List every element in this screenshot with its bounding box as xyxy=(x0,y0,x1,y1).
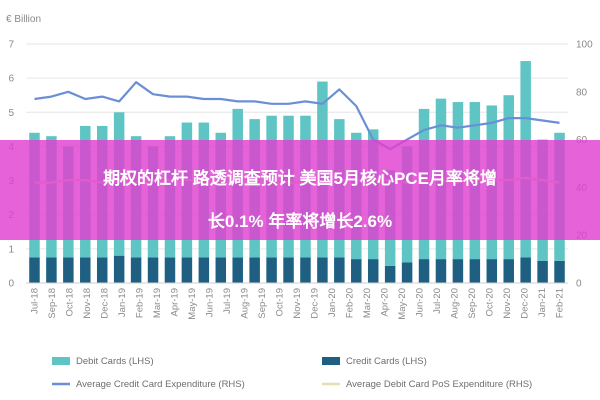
x-axis-tick-label: Dec-19 xyxy=(309,288,320,319)
legend-label: Average Debit Card PoS Expenditure (RHS) xyxy=(346,379,532,390)
legend-label: Credit Cards (LHS) xyxy=(346,356,427,367)
credit-card-bar xyxy=(537,260,548,283)
legend-swatch xyxy=(322,357,340,365)
x-axis-tick-label: Nov-19 xyxy=(292,288,303,319)
credit-card-bar xyxy=(164,257,176,283)
legend-label: Debit Cards (LHS) xyxy=(76,356,154,367)
x-axis-tick-label: Sep-18 xyxy=(47,288,58,319)
x-axis-tick-label: Jan-19 xyxy=(117,288,128,317)
right-axis-tick-label: 0 xyxy=(576,279,582,290)
overlay-band xyxy=(0,140,600,240)
x-axis-tick-label: Jul-20 xyxy=(432,288,443,314)
credit-card-bar xyxy=(486,259,498,283)
x-axis-tick-label: Apr-19 xyxy=(170,288,181,317)
x-axis-tick-label: Oct-18 xyxy=(65,288,76,317)
credit-card-bar xyxy=(367,259,379,283)
legend-swatch xyxy=(52,357,70,365)
left-axis-unit-label: € Billion xyxy=(6,14,41,25)
right-axis-tick-label: 80 xyxy=(576,87,588,98)
headline-overlay: 期权的杠杆 路透调查预计 美国5月核心PCE月率将增 长0.1% 年率将增长2.… xyxy=(0,140,600,240)
axes: 01234567020406080100Jul-18Sep-18Oct-18No… xyxy=(8,40,593,320)
credit-card-bar xyxy=(46,257,57,283)
x-axis-tick-label: Dec-18 xyxy=(100,288,111,319)
x-axis-tick-label: Oct-20 xyxy=(484,288,495,317)
credit-card-bar xyxy=(384,265,396,283)
avg-credit-card-expenditure-line xyxy=(34,81,560,151)
x-axis-tick-label: Oct-19 xyxy=(275,288,286,317)
x-axis-tick-label: Jun-20 xyxy=(414,288,425,317)
credit-card-bar xyxy=(300,257,311,283)
x-axis-tick-label: Sep-20 xyxy=(467,288,478,319)
x-axis-tick-label: Feb-19 xyxy=(135,288,146,318)
credit-card-bar xyxy=(334,257,345,283)
credit-card-bar xyxy=(554,260,565,283)
x-axis-tick-label: Feb-20 xyxy=(344,288,355,318)
x-axis-tick-label: Mar-19 xyxy=(152,288,163,318)
x-axis-tick-label: Apr-20 xyxy=(379,288,390,317)
x-axis-tick-label: Dec-20 xyxy=(519,288,530,319)
left-axis-tick-label: 7 xyxy=(8,40,14,51)
credit-card-bar xyxy=(418,259,430,283)
x-axis-tick-label: May-19 xyxy=(187,288,198,320)
credit-card-bar xyxy=(452,259,464,283)
credit-card-bar xyxy=(266,257,277,283)
legend: Debit Cards (LHS) Credit Cards (LHS) Avera… xyxy=(52,356,532,390)
credit-card-bar xyxy=(317,257,328,283)
x-axis-tick-label: Sep-19 xyxy=(257,288,268,319)
right-axis-tick-label: 100 xyxy=(576,40,593,51)
credit-card-bar xyxy=(63,257,74,283)
x-axis-tick-label: Mar-20 xyxy=(362,288,373,318)
credit-card-bar xyxy=(351,259,362,283)
credit-card-bar xyxy=(469,259,481,283)
credit-card-bar xyxy=(80,257,91,283)
x-axis-tick-label: Jan-20 xyxy=(327,288,338,317)
credit-card-bar xyxy=(181,257,193,283)
x-axis-tick-label: Jun-19 xyxy=(205,288,216,317)
credit-card-bar xyxy=(283,257,294,283)
x-axis-tick-label: Nov-20 xyxy=(502,288,513,319)
credit-card-bar xyxy=(232,257,243,283)
x-axis-tick-label: Aug-20 xyxy=(449,288,460,319)
credit-card-bar xyxy=(249,257,260,283)
left-axis-tick-label: 6 xyxy=(8,74,14,85)
credit-card-bar xyxy=(520,257,531,283)
x-axis-tick-label: Jan-21 xyxy=(537,288,548,317)
credit-card-bar xyxy=(96,257,108,283)
x-axis-tick-label: Jul-18 xyxy=(30,288,41,314)
credit-card-bar xyxy=(435,259,447,283)
x-axis-tick-label: Feb-21 xyxy=(554,288,565,318)
credit-card-bar xyxy=(130,257,142,283)
credit-card-bar xyxy=(29,257,40,283)
credit-card-bar xyxy=(401,262,413,283)
left-axis-tick-label: 5 xyxy=(8,108,14,119)
overlay-line-2: 长0.1% 年率将增长2.6% xyxy=(208,211,392,231)
credit-card-bar xyxy=(215,257,227,283)
x-axis-tick-label: Jul-19 xyxy=(222,288,233,314)
x-axis-tick-label: May-20 xyxy=(397,288,408,320)
credit-card-bar xyxy=(503,259,514,283)
x-axis-tick-label: Nov-18 xyxy=(82,288,93,319)
left-axis-tick-label: 1 xyxy=(8,244,14,255)
credit-card-bar xyxy=(198,257,210,283)
credit-card-bar xyxy=(147,257,159,283)
legend-label: Average Credit Card Expenditure (RHS) xyxy=(76,379,245,390)
left-axis-tick-label: 0 xyxy=(8,279,14,290)
x-axis-tick-label: Aug-19 xyxy=(240,288,251,319)
credit-card-bar xyxy=(113,255,125,283)
overlay-line-1: 期权的杠杆 路透调查预计 美国5月核心PCE月率将增 xyxy=(103,168,497,188)
